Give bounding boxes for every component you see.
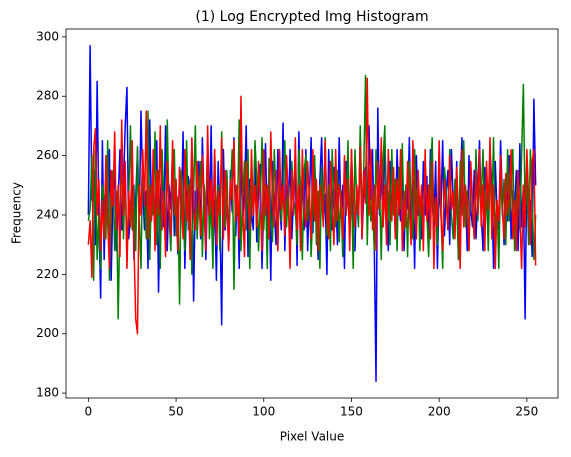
x-tick-label: 150 [340, 405, 363, 419]
x-tick-label: 200 [428, 405, 451, 419]
x-axis-label: Pixel Value [280, 430, 345, 444]
plot-frame [65, 28, 559, 399]
chart-title: (1) Log Encrypted Img Histogram [195, 9, 428, 25]
y-tick-label: 200 [36, 326, 59, 340]
y-tick-label: 300 [36, 29, 59, 43]
y-axis-label: Frequency [10, 182, 24, 244]
y-tick-label: 260 [36, 148, 59, 162]
x-tick-label: 0 [85, 405, 93, 419]
x-tick-label: 100 [252, 405, 275, 419]
y-tick-label: 280 [36, 89, 59, 103]
y-tick-label: 180 [36, 386, 59, 400]
x-tick-label: 50 [168, 405, 183, 419]
y-tick-label: 240 [36, 207, 59, 221]
y-tick-label: 220 [36, 267, 59, 281]
data-line [87, 77, 537, 335]
x-tick-label: 250 [515, 405, 538, 419]
